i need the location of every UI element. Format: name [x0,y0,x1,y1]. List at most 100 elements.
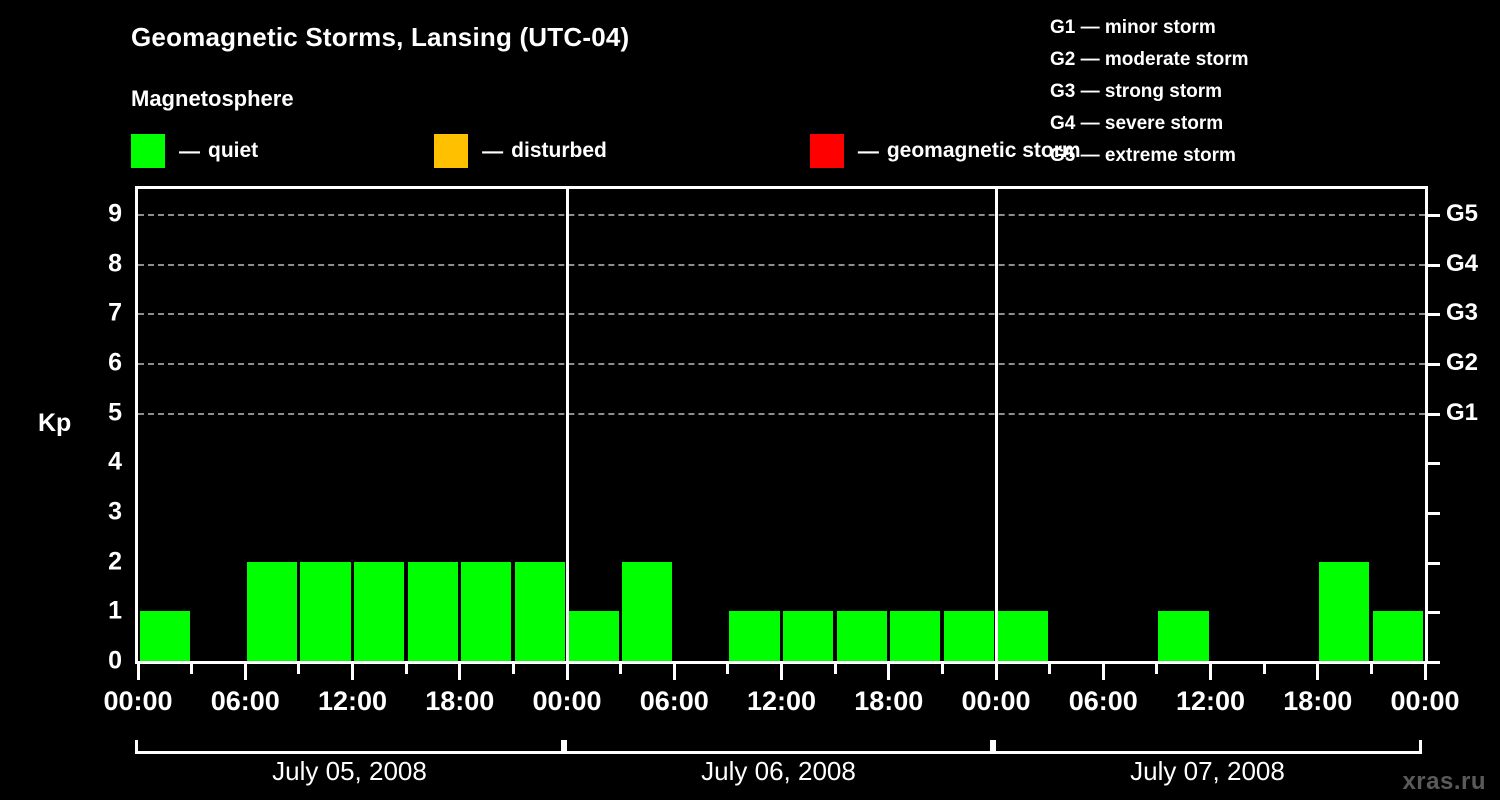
bar-kp [139,611,190,661]
x-tick-9 [619,664,623,674]
x-tick-15 [940,664,944,674]
x-tick-7 [511,664,515,674]
legend-label: quiet [208,139,259,162]
x-axis-tick-labels: 00:00 06:00 12:00 18:00 00:00 06:00 12:00 18:00… [0,686,1500,722]
bar-kp [783,611,834,661]
right-axis-g5: G5 [1446,199,1479,227]
right-axis-ticks [1428,189,1442,664]
x-tick-21 [1262,664,1266,674]
y-tick-4: 4 [108,447,122,476]
x-label-7: 18:00 [854,686,924,716]
legend-label: disturbed [511,139,607,162]
gridline-kp-7 [138,313,1425,316]
x-label-0: 00:00 [103,686,173,716]
legend-dash: — [482,139,504,163]
day-brackets [135,740,1428,754]
right-axis-g-labels: G1 G2 G3 G4 G5 [1446,189,1500,661]
right-tick-0 [1428,661,1440,664]
y-tick-8: 8 [108,249,122,278]
day-bracket-2 [564,740,993,754]
right-tick-5 [1428,412,1440,416]
day-bracket-3 [993,740,1422,754]
g-scale-g4: G4 — severe storm [1050,112,1224,134]
right-tick-6 [1428,362,1440,366]
y-tick-7: 7 [108,298,122,327]
bar-kp [246,561,297,661]
day-separator-1 [565,189,569,661]
x-tick-10 [672,664,676,680]
right-tick-1 [1428,611,1440,615]
legend-entry-disturbed: — disturbed [434,134,607,168]
gridline-kp-6 [138,362,1425,365]
bar-kp [890,611,941,661]
x-tick-20 [1209,664,1212,680]
bar-kp [568,611,619,661]
y-tick-3: 3 [108,497,122,526]
legend: — quiet — disturbed — geomagnetic storm [131,132,1081,170]
x-label-5: 06:00 [639,686,709,716]
x-tick-17 [1048,664,1052,674]
bar-kp [1319,561,1370,661]
legend-label: geomagnetic storm [886,139,1081,162]
y-tick-5: 5 [108,398,122,427]
right-tick-4 [1428,462,1440,466]
y-tick-0: 0 [108,646,122,675]
right-tick-3 [1428,511,1440,515]
plot-frame [135,186,1428,664]
x-tick-22 [1316,664,1320,680]
x-tick-8 [565,664,569,680]
right-tick-7 [1428,313,1440,317]
x-label-1: 06:00 [210,686,280,716]
right-axis-g3: G3 [1446,299,1479,327]
bar-kp [514,561,565,661]
y-tick-2: 2 [108,547,122,576]
x-label-4: 00:00 [532,686,602,716]
y-axis-title: Kp [38,409,72,437]
orange-square-icon [434,134,469,168]
legend-entry-quiet: — quiet [131,134,258,168]
x-tick-13 [833,664,837,674]
x-tick-23 [1369,664,1373,674]
bar-kp [461,561,512,661]
day-label-3: July 07, 2008 [1130,756,1285,786]
x-tick-4 [351,664,354,680]
right-axis-g1: G1 [1446,398,1479,426]
bar-kp [836,611,887,661]
bar-kp [1158,611,1209,661]
watermark: xras.ru [1402,768,1486,795]
x-tick-3 [297,664,301,674]
x-label-2: 12:00 [317,686,388,716]
right-tick-2 [1428,561,1440,565]
x-label-6: 12:00 [746,686,817,716]
x-tick-12 [780,664,783,680]
day-separator-2 [994,189,998,661]
x-label-8: 00:00 [961,686,1031,716]
legend-heading: Magnetosphere [131,86,294,111]
y-tick-9: 9 [108,199,122,228]
bar-kp [1372,611,1423,661]
x-tick-1 [190,664,194,674]
bar-kp [997,611,1048,661]
bar-kp [729,611,780,661]
gridline-kp-5 [138,412,1425,415]
g-scale-legend: G1 — minor storm G2 — moderate storm G3 — … [1050,12,1380,172]
bar-kp [300,561,351,661]
red-square-icon [809,134,844,168]
x-tick-11 [726,664,730,674]
x-label-10: 12:00 [1175,686,1246,716]
bar-kp [354,561,405,661]
g-scale-g5: G5 — extreme storm [1050,144,1236,166]
y-tick-6: 6 [108,348,122,377]
plot-area [138,189,1425,661]
x-tick-24 [1423,664,1427,680]
x-tick-0 [136,664,140,680]
bar-kp [407,561,458,661]
day-bracket-1 [135,740,564,754]
x-axis-ticks [136,664,1427,680]
x-tick-19 [1155,664,1159,674]
right-axis-g2: G2 [1446,348,1479,376]
x-label-3: 18:00 [425,686,495,716]
bar-kp [622,561,673,661]
right-tick-9 [1428,213,1440,217]
x-tick-14 [887,664,891,680]
